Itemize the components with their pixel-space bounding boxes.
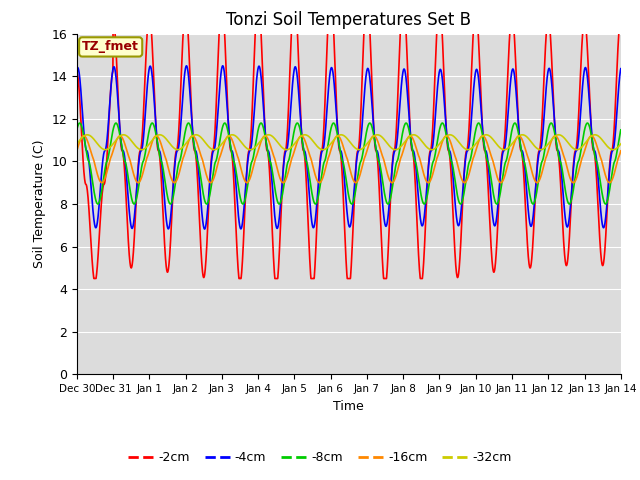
Y-axis label: Soil Temperature (C): Soil Temperature (C) xyxy=(33,140,45,268)
-8cm xyxy=(607,181,614,187)
-16cm xyxy=(135,180,143,185)
-16cm xyxy=(170,180,178,186)
-2cm xyxy=(305,248,313,254)
-4cm xyxy=(73,67,81,72)
-2cm xyxy=(73,70,81,76)
Line: -32cm: -32cm xyxy=(77,135,621,150)
-8cm xyxy=(282,172,289,178)
-16cm xyxy=(167,175,175,181)
-4cm xyxy=(282,148,290,154)
-16cm xyxy=(189,133,196,139)
-4cm xyxy=(167,209,175,215)
Text: TZ_fmet: TZ_fmet xyxy=(82,40,139,53)
-32cm xyxy=(246,147,254,153)
-16cm xyxy=(617,148,625,154)
-8cm xyxy=(548,120,556,126)
-8cm xyxy=(135,182,143,188)
-4cm xyxy=(305,193,313,199)
-32cm xyxy=(305,134,313,140)
-32cm xyxy=(135,146,143,152)
-32cm xyxy=(73,141,81,147)
-4cm xyxy=(617,66,625,72)
-8cm xyxy=(305,171,313,177)
-16cm xyxy=(305,152,313,157)
-2cm xyxy=(617,20,625,26)
-32cm xyxy=(617,141,625,147)
Legend: -2cm, -4cm, -8cm, -16cm, -32cm: -2cm, -4cm, -8cm, -16cm, -32cm xyxy=(124,446,516,469)
-4cm xyxy=(607,158,614,164)
-8cm xyxy=(617,127,625,133)
-2cm xyxy=(135,152,143,157)
-8cm xyxy=(584,120,591,126)
-32cm xyxy=(167,142,175,148)
-2cm xyxy=(282,147,290,153)
-4cm xyxy=(201,226,209,232)
Title: Tonzi Soil Temperatures Set B: Tonzi Soil Temperatures Set B xyxy=(227,11,471,29)
-4cm xyxy=(548,83,556,88)
-8cm xyxy=(167,201,175,206)
Line: -16cm: -16cm xyxy=(77,136,621,183)
-2cm xyxy=(548,61,556,67)
-32cm xyxy=(228,132,236,138)
-16cm xyxy=(607,180,614,185)
-8cm xyxy=(566,201,573,207)
-16cm xyxy=(73,148,81,154)
Line: -4cm: -4cm xyxy=(77,66,621,229)
X-axis label: Time: Time xyxy=(333,400,364,413)
-4cm xyxy=(182,63,190,69)
-32cm xyxy=(282,147,290,153)
-2cm xyxy=(607,154,614,159)
-8cm xyxy=(73,127,81,133)
-32cm xyxy=(548,136,556,142)
-2cm xyxy=(109,20,117,26)
Line: -2cm: -2cm xyxy=(77,23,621,278)
-16cm xyxy=(282,177,290,182)
-2cm xyxy=(90,276,98,281)
Line: -8cm: -8cm xyxy=(77,123,621,204)
-32cm xyxy=(607,146,614,152)
-16cm xyxy=(548,137,556,143)
-4cm xyxy=(135,159,143,165)
-2cm xyxy=(168,220,175,226)
